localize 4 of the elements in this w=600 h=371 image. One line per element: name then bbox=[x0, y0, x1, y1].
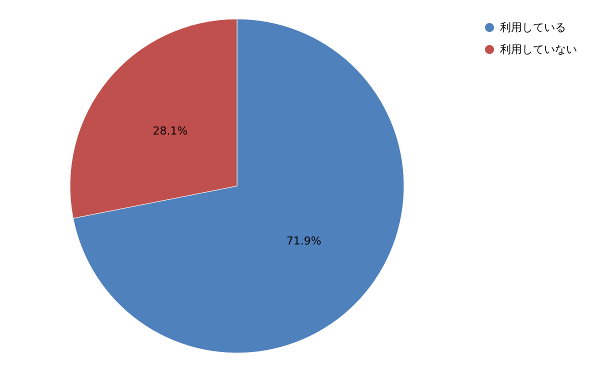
data-label: 71.9% bbox=[286, 234, 322, 248]
legend-label: 利用している bbox=[500, 21, 566, 34]
legend-label: 利用していない bbox=[500, 43, 577, 56]
data-label: 28.1% bbox=[152, 124, 188, 138]
